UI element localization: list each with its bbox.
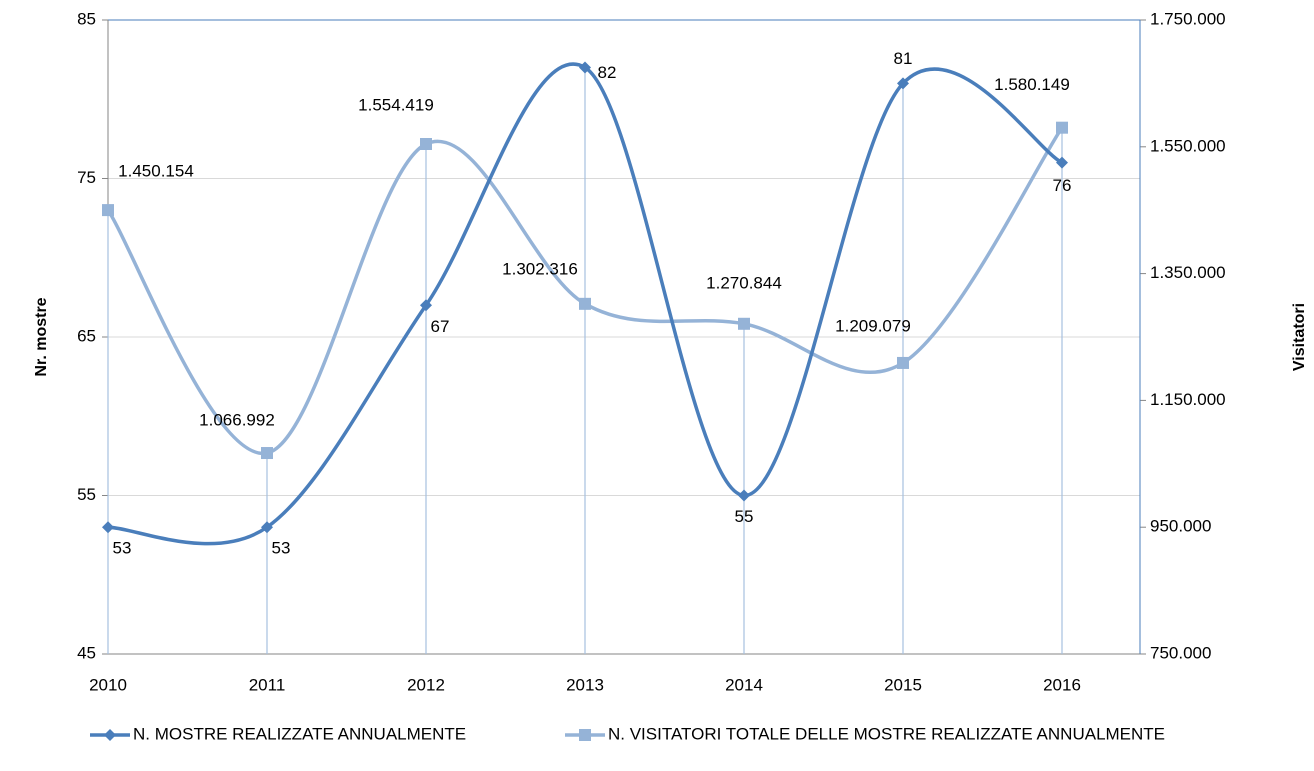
data-label: 1.066.992 (199, 411, 275, 430)
x-tick-label: 2013 (566, 675, 604, 694)
data-label: 1.209.079 (835, 316, 911, 335)
y-tick-label: 45 (77, 643, 96, 662)
marker (738, 489, 750, 502)
data-label: 55 (735, 507, 754, 526)
marker (102, 521, 114, 534)
x-tick-label: 2015 (884, 675, 922, 694)
marker (738, 317, 750, 330)
y-axis-label: Nr. mostre (33, 297, 50, 376)
data-label: 1.450.154 (118, 162, 194, 181)
marker (261, 447, 273, 460)
marker (420, 137, 432, 150)
y2-tick-label: 950.000 (1150, 517, 1211, 536)
data-label: 1.580.149 (994, 75, 1070, 94)
data-label: 1.554.419 (358, 95, 434, 114)
marker (102, 204, 114, 217)
y2-tick-label: 1.350.000 (1150, 263, 1226, 282)
y2-tick-label: 1.150.000 (1150, 390, 1226, 409)
data-label: 1.270.844 (706, 273, 782, 292)
data-label: 76 (1053, 176, 1072, 195)
y-tick-label: 75 (77, 168, 96, 187)
y2-tick-label: 750.000 (1150, 643, 1211, 662)
y2-tick-label: 1.750.000 (1150, 9, 1226, 28)
legend-marker (579, 729, 591, 741)
y2-tick-label: 1.550.000 (1150, 136, 1226, 155)
legend-label: N. MOSTRE REALIZZATE ANNUALMENTE (133, 724, 466, 743)
data-label: 81 (894, 49, 913, 68)
series-line (107, 62, 1063, 546)
data-label: 53 (272, 539, 291, 558)
x-tick-label: 2012 (407, 675, 445, 694)
legend-marker (104, 729, 116, 741)
marker (897, 356, 909, 369)
y-tick-label: 85 (77, 9, 96, 28)
marker (420, 299, 432, 312)
x-tick-label: 2014 (725, 675, 763, 694)
data-label: 67 (431, 317, 450, 336)
data-label: 1.302.316 (502, 259, 578, 278)
y-tick-label: 55 (77, 485, 96, 504)
marker (1056, 156, 1068, 169)
marker (579, 297, 591, 310)
marker (579, 61, 591, 74)
data-label: 82 (598, 63, 617, 82)
marker (261, 521, 273, 534)
data-label: 53 (113, 539, 132, 558)
x-tick-label: 2010 (89, 675, 127, 694)
marker (897, 77, 909, 90)
x-tick-label: 2016 (1043, 675, 1081, 694)
marker (1056, 121, 1068, 134)
y-tick-label: 65 (77, 326, 96, 345)
x-tick-label: 2011 (249, 675, 286, 694)
legend-label: N. VISITATORI TOTALE DELLE MOSTRE REALIZ… (608, 724, 1165, 743)
y2-axis-label: Visitatori (1291, 303, 1308, 371)
